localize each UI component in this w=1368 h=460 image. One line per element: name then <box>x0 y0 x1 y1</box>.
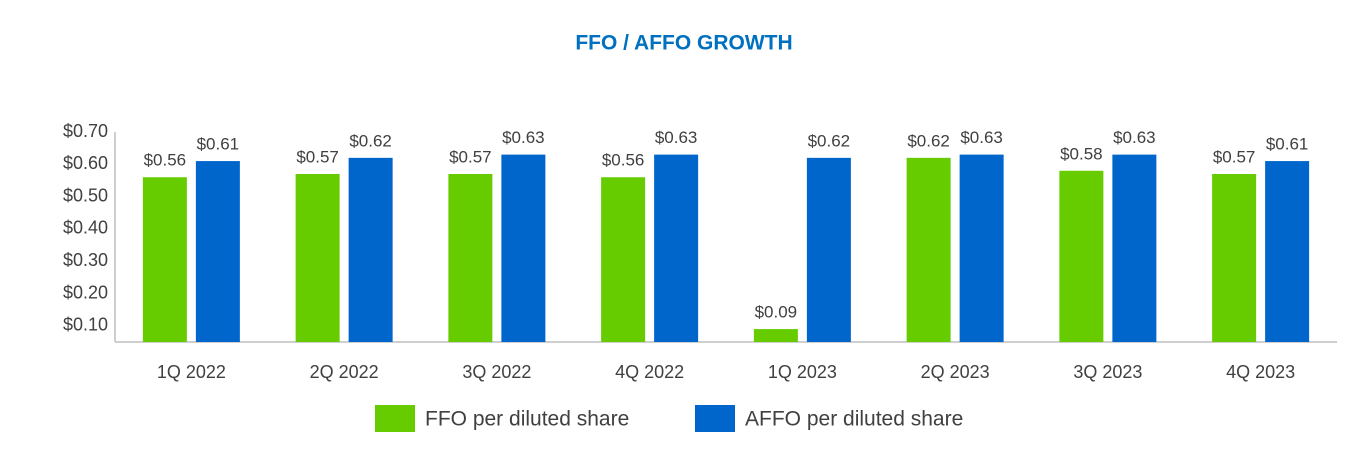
bar <box>654 154 699 342</box>
x-tick-label: 2Q 2022 <box>310 362 379 382</box>
value-label: $0.62 <box>808 131 851 150</box>
chart-title: FFO / AFFO GROWTH <box>575 32 792 55</box>
bar <box>295 174 340 342</box>
value-label: $0.57 <box>449 147 492 166</box>
value-label: $0.58 <box>1060 144 1103 163</box>
x-tick-label: 2Q 2023 <box>921 362 990 382</box>
bar <box>1059 170 1104 342</box>
bar <box>806 157 851 342</box>
bar <box>1265 161 1310 342</box>
value-label: $0.56 <box>144 151 187 170</box>
value-label: $0.57 <box>296 147 339 166</box>
value-label: $0.57 <box>1213 147 1256 166</box>
legend-swatch <box>375 405 415 432</box>
value-label: $0.63 <box>1113 128 1156 147</box>
value-label: $0.63 <box>960 128 1003 147</box>
bar <box>753 329 798 342</box>
bar <box>1212 174 1257 342</box>
value-label: $0.62 <box>349 131 392 150</box>
y-tick-label: $0.10 <box>63 315 108 335</box>
value-label: $0.56 <box>602 151 645 170</box>
bar <box>906 157 951 342</box>
value-label: $0.62 <box>907 131 950 150</box>
bar <box>959 154 1004 342</box>
bar <box>1112 154 1157 342</box>
x-tick-label: 1Q 2023 <box>768 362 837 382</box>
y-tick-label: $0.50 <box>63 185 108 205</box>
y-tick-label: $0.20 <box>63 282 108 302</box>
bar <box>501 154 546 342</box>
y-tick-label: $0.40 <box>63 218 108 238</box>
bar <box>195 161 240 342</box>
legend-swatch <box>695 405 735 432</box>
x-tick-label: 3Q 2022 <box>462 362 531 382</box>
x-tick-label: 4Q 2023 <box>1226 362 1295 382</box>
bar <box>601 177 646 342</box>
value-label: $0.61 <box>197 135 240 154</box>
legend-label: FFO per diluted share <box>425 408 629 431</box>
y-tick-label: $0.70 <box>63 121 108 141</box>
x-tick-label: 3Q 2023 <box>1073 362 1142 382</box>
y-tick-label: $0.30 <box>63 250 108 270</box>
legend-label: AFFO per diluted share <box>745 408 963 431</box>
value-label: $0.63 <box>655 128 698 147</box>
y-tick-label: $0.60 <box>63 153 108 173</box>
x-tick-label: 4Q 2022 <box>615 362 684 382</box>
value-label: $0.63 <box>502 128 545 147</box>
value-label: $0.09 <box>755 303 798 322</box>
x-tick-label: 1Q 2022 <box>157 362 226 382</box>
value-label: $0.61 <box>1266 135 1309 154</box>
bar <box>142 177 187 342</box>
bar <box>348 157 393 342</box>
bar <box>448 174 493 342</box>
